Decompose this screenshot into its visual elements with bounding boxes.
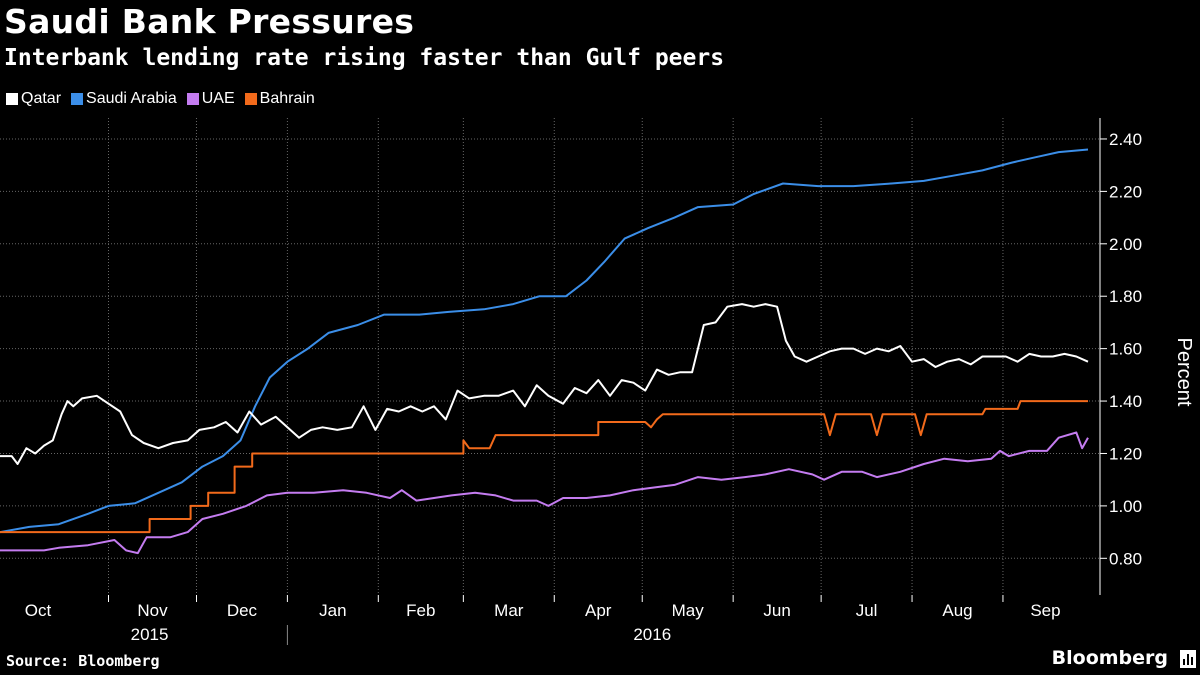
legend-label-qatar: Qatar <box>21 90 62 107</box>
series-line-bahrain <box>0 400 1088 534</box>
bloomberg-chart-icon <box>1180 650 1196 668</box>
legend-item-bahrain: Bahrain <box>244 90 315 108</box>
legend-label-bahrain: Bahrain <box>259 90 315 107</box>
x-month-label: Mar <box>494 601 524 620</box>
y-tick-label: 1.20 <box>1109 444 1142 463</box>
legend-label-uae: UAE <box>201 90 235 107</box>
x-month-label: Aug <box>942 601 972 620</box>
x-month-label: Jun <box>763 601 790 620</box>
x-year-label: 2015 <box>131 625 169 644</box>
chart-subtitle: Interbank lending rate rising faster tha… <box>4 45 725 71</box>
y-tick-label: 1.80 <box>1109 287 1142 306</box>
x-month-label: Jul <box>856 601 878 620</box>
x-month-label: Feb <box>406 601 435 620</box>
legend-swatch-saudi-arabia <box>71 93 84 105</box>
x-month-label: Sep <box>1030 601 1060 620</box>
source-note: Source: Bloomberg <box>6 652 160 670</box>
y-tick-label: 1.60 <box>1109 340 1142 359</box>
x-month-label: Jan <box>319 601 346 620</box>
y-tick-label: 1.40 <box>1109 392 1142 411</box>
y-tick-label: 2.20 <box>1109 182 1142 201</box>
legend-swatch-qatar <box>6 93 18 105</box>
x-month-label: May <box>672 601 705 620</box>
y-tick-label: 2.40 <box>1109 130 1142 149</box>
bloomberg-logo-text: Bloomberg <box>1051 647 1168 669</box>
x-month-label: Nov <box>137 601 168 620</box>
y-axis-title: Percent <box>1173 338 1195 407</box>
series-line-uae <box>0 431 1089 555</box>
y-tick-label: 0.80 <box>1109 549 1142 568</box>
legend-swatch-uae <box>186 93 199 105</box>
legend: Qatar Saudi Arabia UAE Bahrain <box>6 90 315 108</box>
legend-label-saudi-arabia: Saudi Arabia <box>86 90 177 107</box>
series-line-saudi-arabia <box>0 148 1089 534</box>
x-year-label: 2016 <box>633 625 671 644</box>
legend-item-uae: UAE <box>186 90 235 108</box>
legend-item-saudi-arabia: Saudi Arabia <box>71 90 177 108</box>
series-line-qatar <box>0 303 1089 465</box>
x-month-label: Oct <box>25 601 52 620</box>
legend-item-qatar: Qatar <box>6 90 61 108</box>
y-tick-label: 1.00 <box>1109 497 1142 516</box>
y-tick-label: 2.00 <box>1109 235 1142 254</box>
legend-swatch-bahrain <box>244 93 257 105</box>
x-month-label: Dec <box>227 601 258 620</box>
chart-title: Saudi Bank Pressures <box>4 2 415 41</box>
x-month-label: Apr <box>585 601 612 620</box>
